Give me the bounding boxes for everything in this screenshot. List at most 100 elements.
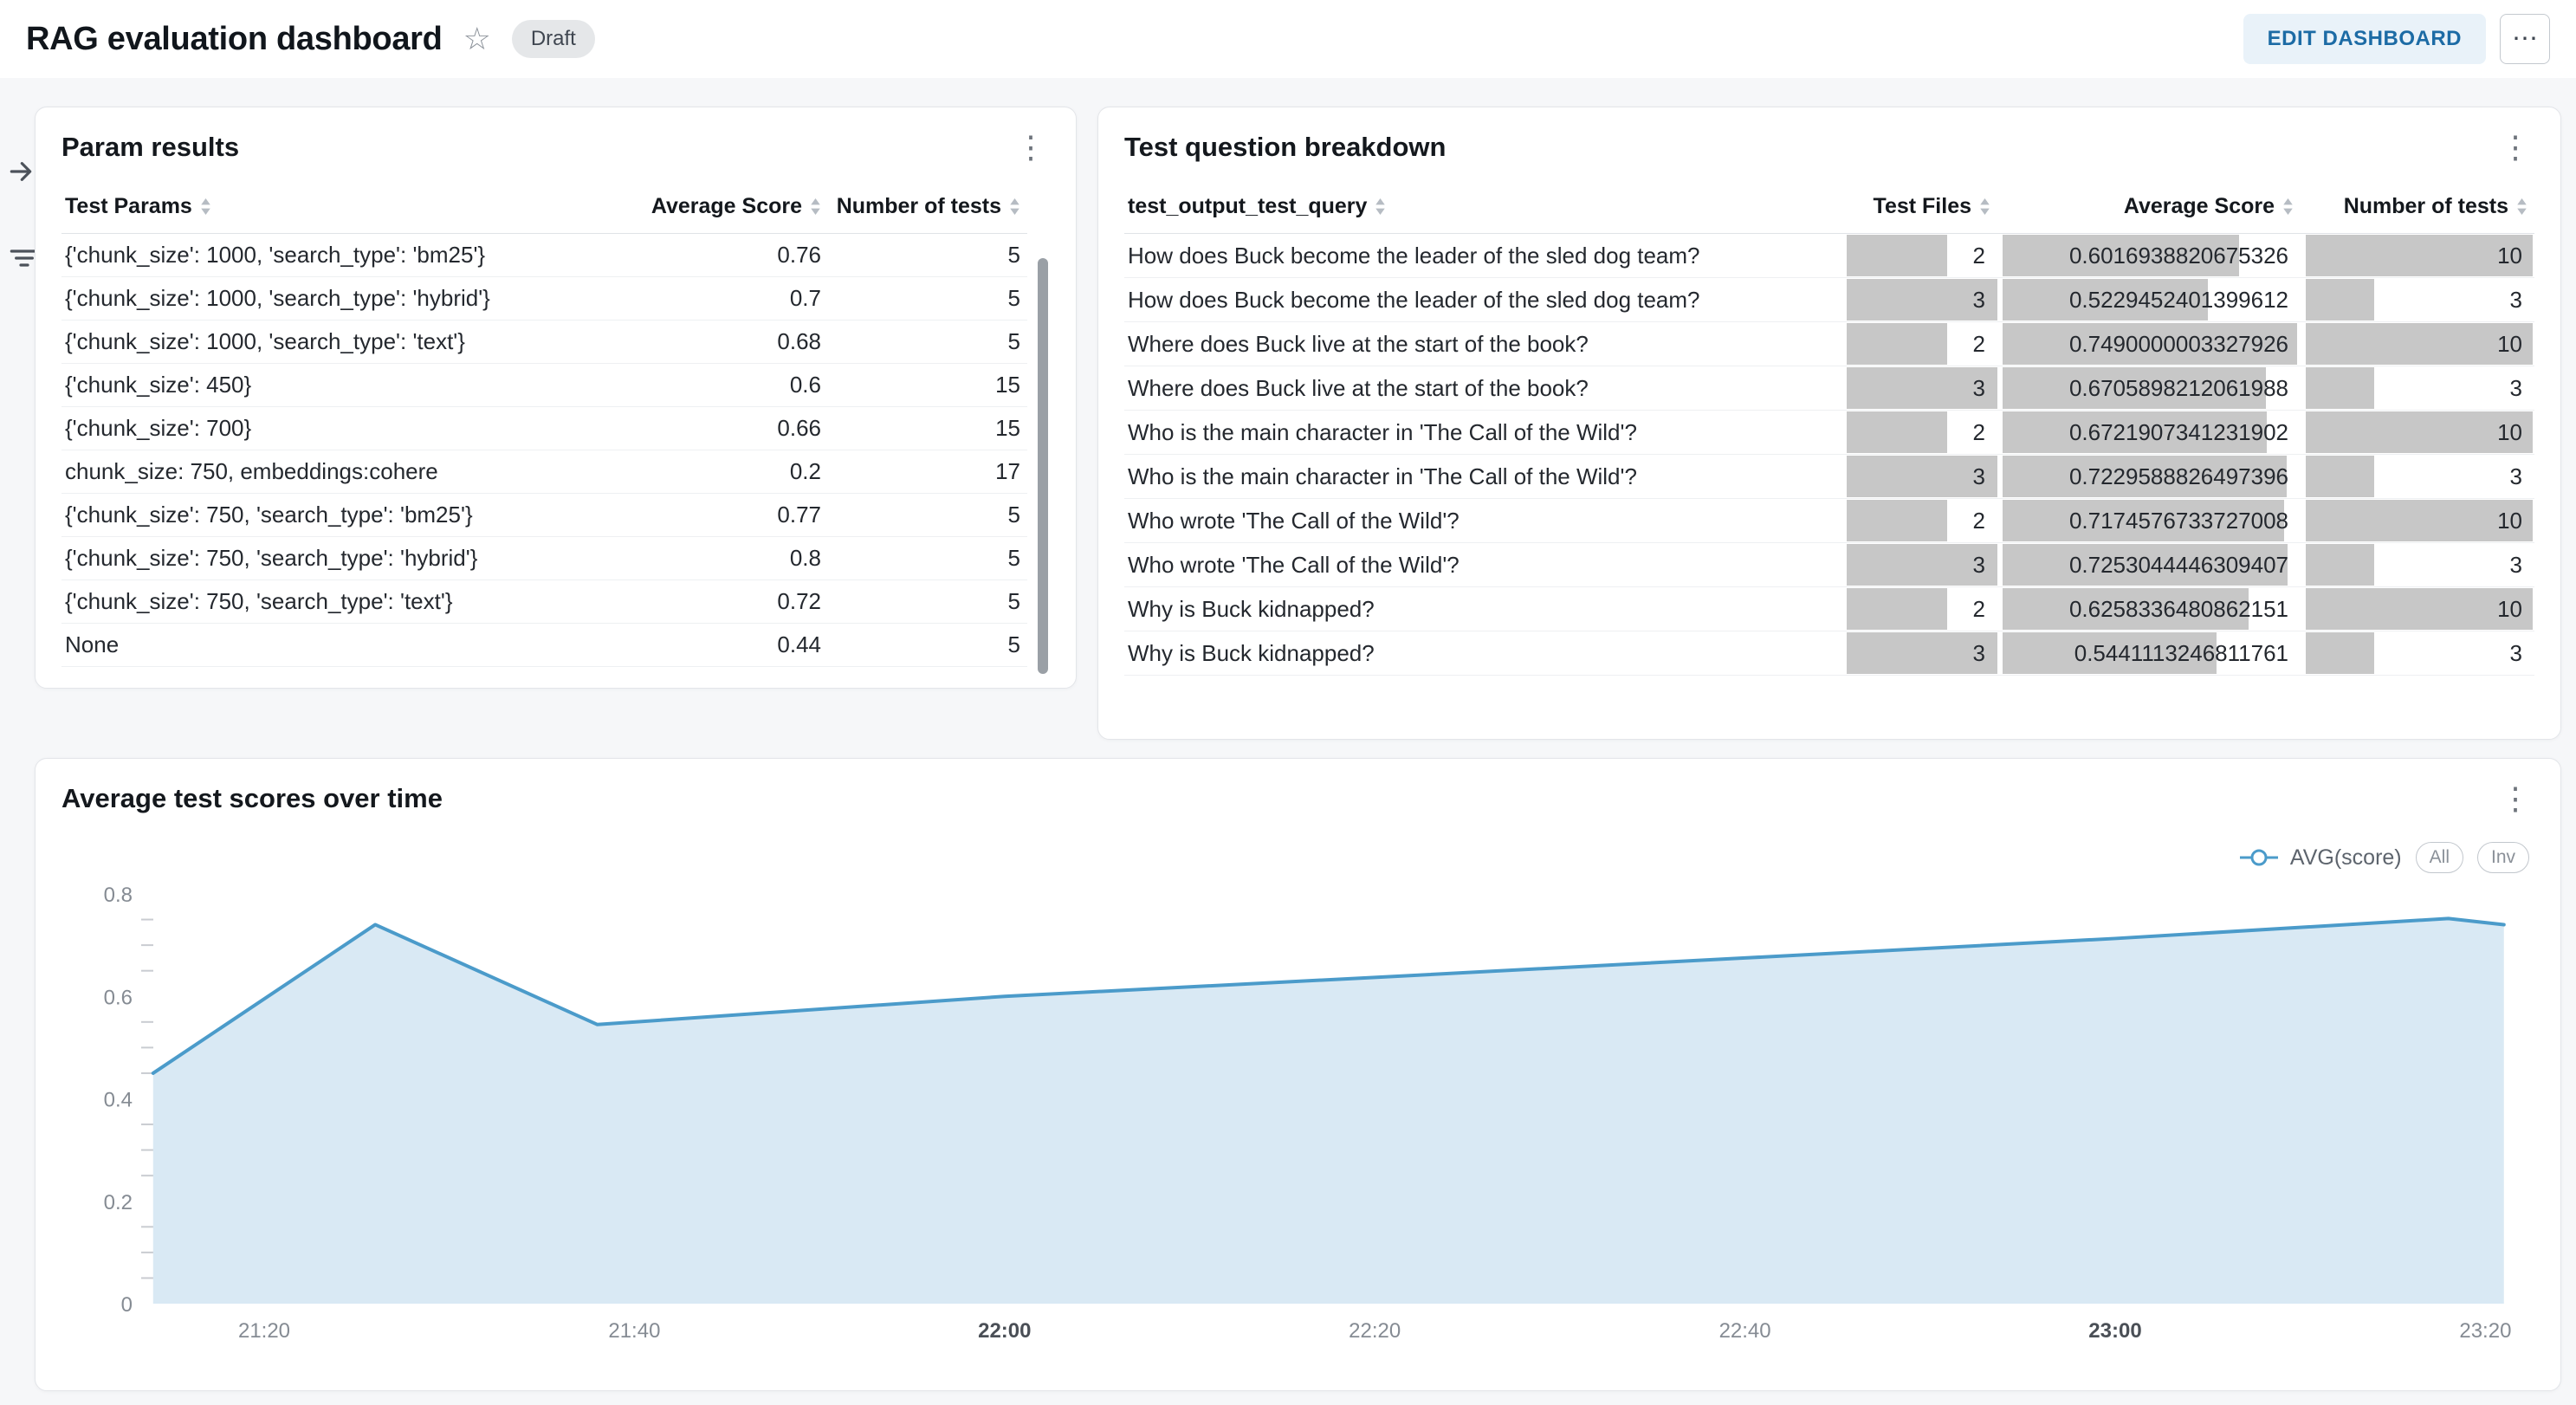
table-header-row: test_output_test_query Test Files Averag… <box>1124 185 2534 234</box>
question-breakdown-table: test_output_test_query Test Files Averag… <box>1124 185 2534 676</box>
kebab-menu-icon: ⋮ <box>1015 129 1046 165</box>
sort-icon[interactable] <box>1009 197 1020 216</box>
panel-title: Test question breakdown <box>1124 132 1447 162</box>
topbar: RAG evaluation dashboard ☆ Draft EDIT DA… <box>0 0 2576 78</box>
more-options-button[interactable]: ⋯ <box>2500 14 2550 64</box>
ellipsis-icon: ⋯ <box>2512 24 2538 53</box>
query-cell: How does Buck become the leader of the s… <box>1124 277 1841 322</box>
data-bar <box>2306 279 2374 320</box>
table-row: Where does Buck live at the start of the… <box>1124 366 2534 411</box>
tests-cell: 5 <box>828 536 1027 580</box>
sort-icon[interactable] <box>2516 197 2527 216</box>
column-label: Average Score <box>2123 194 2275 218</box>
score-cell: 0.7490000003327926 <box>1997 321 2301 366</box>
param-cell: {'chunk_size': 750, 'search_type': 'hybr… <box>61 536 612 580</box>
column-header-test-query: test_output_test_query <box>1124 185 1841 234</box>
vertical-scrollbar-thumb[interactable] <box>1038 258 1048 674</box>
files-cell: 3 <box>1841 277 1997 322</box>
scores-chart-panel: Average test scores over time ⋮ AVG(scor… <box>35 758 2561 1391</box>
tests-cell: 10 <box>2301 498 2534 543</box>
column-label: Test Params <box>65 194 192 218</box>
panel-menu-button[interactable]: ⋮ <box>1012 132 1050 163</box>
cell-value: 3 <box>2509 552 2522 578</box>
sort-icon[interactable] <box>810 197 821 216</box>
query-cell: Where does Buck live at the start of the… <box>1124 321 1841 366</box>
param-cell: {'chunk_size': 1000, 'search_type': 'hyb… <box>61 276 612 320</box>
cell-value: 0.5441113246811761 <box>2074 640 2288 666</box>
panel-title: Average test scores over time <box>61 783 443 813</box>
data-bar <box>1847 588 1948 630</box>
data-bar <box>2306 588 2533 630</box>
table-row: Why is Buck kidnapped? 2 0.625833648086215… <box>1124 586 2534 631</box>
x-axis-label: 21:40 <box>608 1319 660 1343</box>
cell-value: 0.6705898212061988 <box>2068 375 2288 401</box>
sort-icon[interactable] <box>200 197 211 216</box>
favorite-star-icon[interactable]: ☆ <box>463 21 491 56</box>
tests-cell: 3 <box>2301 454 2534 499</box>
table-row: {'chunk_size': 1000, 'search_type': 'hyb… <box>61 276 1027 320</box>
panel-menu-button[interactable]: ⋮ <box>2496 132 2534 163</box>
cell-value: 2 <box>1972 508 1985 534</box>
panel-head: Param results ⋮ <box>61 132 1050 163</box>
table-row: Who is the main character in 'The Call o… <box>1124 410 2534 455</box>
title-group: RAG evaluation dashboard ☆ Draft <box>26 20 595 58</box>
cell-value: 10 <box>2497 508 2522 534</box>
sort-icon[interactable] <box>2282 197 2294 216</box>
edit-dashboard-button[interactable]: EDIT DASHBOARD <box>2243 14 2486 64</box>
files-cell: 2 <box>1841 586 1997 631</box>
tests-cell: 15 <box>828 363 1027 407</box>
cell-value: 10 <box>2497 243 2522 269</box>
files-cell: 3 <box>1841 542 1997 587</box>
data-bar <box>1847 632 1997 674</box>
files-cell: 2 <box>1841 410 1997 455</box>
score-cell: 0.68 <box>612 320 828 364</box>
cell-value: 3 <box>1972 375 1985 401</box>
tests-cell: 15 <box>828 406 1027 450</box>
query-cell: Who is the main character in 'The Call o… <box>1124 410 1841 455</box>
data-bar <box>2003 323 2297 365</box>
data-bar <box>1847 323 1948 365</box>
cell-value: 10 <box>2497 596 2522 622</box>
tests-cell: 3 <box>2301 277 2534 322</box>
data-bar <box>1847 411 1948 453</box>
data-bar <box>2003 632 2217 674</box>
panel-head: Average test scores over time ⋮ <box>61 783 2534 814</box>
files-cell: 3 <box>1841 366 1997 411</box>
column-label: test_output_test_query <box>1128 194 1368 218</box>
cell-value: 3 <box>2509 463 2522 489</box>
score-cell: 0.5441113246811761 <box>1997 631 2301 676</box>
legend-select-all-button[interactable]: All <box>2415 842 2463 873</box>
table-row: Who wrote 'The Call of the Wild'? 2 0.7174… <box>1124 498 2534 543</box>
table-row: Who wrote 'The Call of the Wild'? 3 0.7253… <box>1124 542 2534 587</box>
tests-cell: 3 <box>2301 366 2534 411</box>
column-label: Number of tests <box>2343 194 2508 218</box>
score-cell: 0.2 <box>612 450 828 494</box>
sort-icon[interactable] <box>1979 197 1990 216</box>
legend-invert-button[interactable]: Inv <box>2476 842 2529 873</box>
score-cell: 0.6016938820675326 <box>1997 233 2301 278</box>
tests-cell: 17 <box>828 450 1027 494</box>
series-line <box>151 916 2506 1075</box>
table-row: {'chunk_size': 1000, 'search_type': 'bm2… <box>61 233 1027 277</box>
table-row: chunk_size: 750, embeddings:cohere 0.2 17 <box>61 450 1027 494</box>
cell-value: 0.6721907341231902 <box>2068 419 2288 445</box>
cell-value: 2 <box>1972 243 1985 269</box>
legend-item-avg-score[interactable]: AVG(score) <box>2238 845 2402 871</box>
filter-icon[interactable] <box>7 241 42 275</box>
data-bar <box>1847 544 1997 586</box>
table-row: Why is Buck kidnapped? 3 0.544111324681176… <box>1124 631 2534 676</box>
cell-value: 3 <box>2509 287 2522 313</box>
param-cell: {'chunk_size': 750, 'search_type': 'bm25… <box>61 493 612 537</box>
data-bar <box>2003 588 2249 630</box>
topbar-actions: EDIT DASHBOARD ⋯ <box>2243 14 2550 64</box>
x-axis-label: 22:20 <box>1349 1319 1401 1343</box>
score-cell: 0.8 <box>612 536 828 580</box>
column-label: Average Score <box>650 194 802 218</box>
sort-icon[interactable] <box>1375 197 1386 216</box>
table-row: {'chunk_size': 1000, 'search_type': 'tex… <box>61 320 1027 364</box>
score-cell: 0.44 <box>612 623 828 667</box>
table-row: {'chunk_size': 450} 0.6 15 <box>61 363 1027 407</box>
panel-menu-button[interactable]: ⋮ <box>2496 783 2534 814</box>
param-cell: {'chunk_size': 1000, 'search_type': 'bm2… <box>61 233 612 277</box>
